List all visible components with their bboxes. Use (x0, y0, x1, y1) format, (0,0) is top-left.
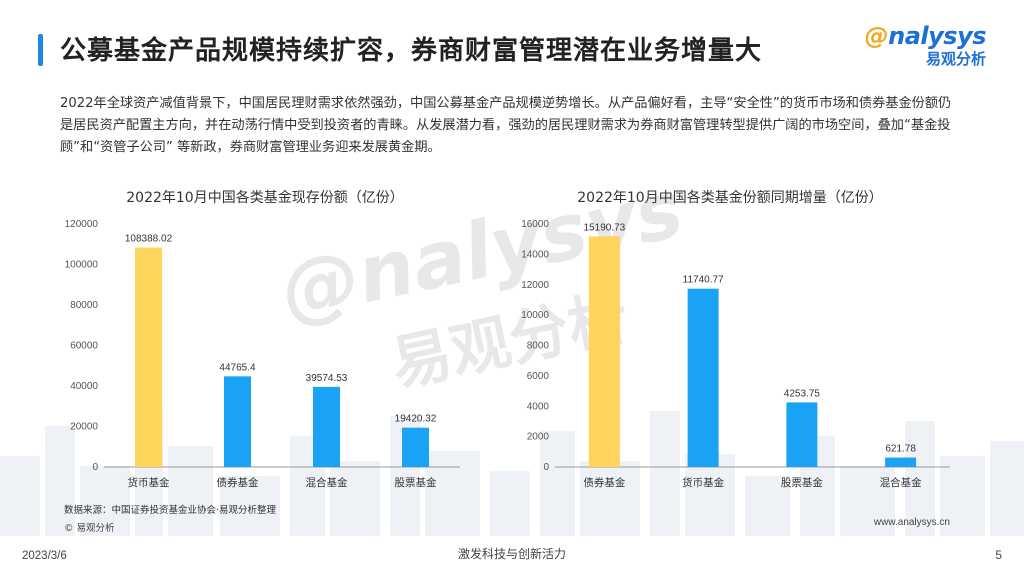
chart1-data-label: 19420.32 (395, 414, 437, 425)
logo-wordmark: @nalysys (864, 22, 987, 50)
intro-paragraph: 2022年全球资产减值背景下，中国居民理财需求依然强劲，中国公募基金产品规模逆势… (60, 96, 952, 155)
chart1-bar (313, 386, 340, 467)
chart1-ytick-label: 80000 (70, 300, 98, 311)
chart2-ytick-label: 14000 (521, 249, 549, 260)
chart2-ytick-label: 16000 (521, 219, 549, 230)
page-title: 公募基金产品规模持续扩容，券商财富管理潜在业务增量大 (60, 36, 763, 66)
chart2-category-label: 货币基金 (682, 476, 724, 489)
chart1-ytick-label: 40000 (70, 381, 98, 392)
chart1-data-label: 44765.4 (219, 362, 256, 373)
chart2-data-label: 15190.73 (584, 222, 626, 233)
website-link[interactable]: www.analysys.cn (873, 517, 950, 528)
chart2-ytick-label: 0 (543, 462, 549, 473)
chart2-category-label: 混合基金 (880, 476, 922, 489)
chart2-ytick-label: 6000 (527, 371, 550, 382)
chart1-category-label: 债券基金 (217, 476, 259, 489)
chart1-bar (402, 427, 429, 467)
chart2-title: 2022年10月中国各类基金份额同期增量（亿份） (577, 190, 883, 206)
chart2-ytick-label: 4000 (527, 401, 550, 412)
chart1-ytick-label: 20000 (70, 422, 98, 433)
chart2-bar (687, 288, 719, 467)
chart1-ytick-label: 120000 (65, 219, 99, 230)
title-accent-bar (38, 34, 43, 66)
chart1-bar (135, 247, 162, 467)
chart1-ytick-label: 0 (92, 462, 98, 473)
chart2-bar (588, 236, 620, 467)
chart1-category-label: 股票基金 (395, 476, 437, 489)
chart1-data-label: 108388.02 (125, 234, 173, 245)
chart1-category-label: 货币基金 (128, 476, 170, 489)
footer-slogan: 激发科技与创新活力 (457, 547, 566, 561)
chart2-ytick-label: 12000 (521, 280, 549, 291)
logo-chinese-name: 易观分析 (925, 50, 986, 68)
chart2-data-label: 11740.77 (683, 275, 724, 286)
page-number: 5 (995, 548, 1002, 562)
chart1-ytick-label: 100000 (65, 260, 99, 271)
chart1-title: 2022年10月中国各类基金现存份额（亿份） (126, 190, 404, 206)
chart2-ytick-label: 8000 (527, 341, 550, 352)
footer-date: 2023/3/6 (22, 550, 67, 562)
chart2-category-label: 债券基金 (583, 476, 625, 489)
chart1-bar (224, 376, 251, 467)
chart2-data-label: 4253.75 (784, 388, 821, 399)
chart2-category-label: 股票基金 (781, 476, 823, 489)
data-source-note: 数据来源：中国证券投资基金业协会·易观分析整理 (64, 505, 277, 516)
chart2-bar (786, 402, 818, 467)
copyright-note: © 易观分析 (64, 523, 115, 534)
logo-a-icon: @ (864, 22, 889, 50)
brand-logo: @nalysys 易观分析 (864, 22, 987, 69)
chart1-ytick-label: 60000 (70, 341, 98, 352)
chart2-bar (885, 457, 917, 467)
chart1-data-label: 39574.53 (306, 373, 348, 384)
chart2-ytick-label: 2000 (527, 432, 550, 443)
chart1-category-label: 混合基金 (306, 476, 348, 489)
chart2-ytick-label: 10000 (521, 310, 549, 321)
chart2-data-label: 621.78 (885, 444, 916, 455)
